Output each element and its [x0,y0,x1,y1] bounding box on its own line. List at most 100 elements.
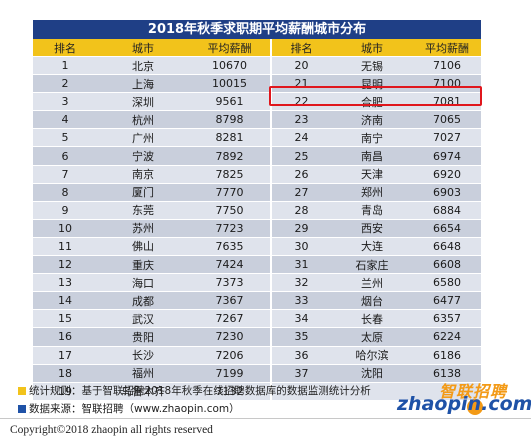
table-row: 7 南京 7825 26 天津 6920 [33,165,481,184]
rank-cell: 20 [270,56,331,76]
city-cell: 重庆 [97,255,189,275]
table-row: 10 苏州 7723 29 西安 6654 [33,219,481,238]
salary-cell: 10015 [189,74,271,94]
salary-cell: 7100 [413,74,481,94]
rank-cell: 31 [270,255,331,275]
column-header-rank: 排名 [270,39,331,57]
city-cell: 宁波 [97,146,189,166]
city-cell: 南宁 [331,128,413,148]
rank-cell: 2 [33,74,97,94]
salary-cell: 7825 [189,165,271,184]
note-rule: 统计规则：基于智联招聘2018年秋季在线招聘数据库的数据监测统计分析 [18,383,371,398]
salary-cell: 6186 [413,346,481,365]
rank-cell: 10 [33,219,97,238]
salary-cell: 6884 [413,201,481,220]
logo-cn-text: 智联招聘 [438,382,507,401]
table-row: 13 海口 7373 32 兰州 6580 [33,273,481,293]
salary-cell: 6920 [413,165,481,184]
table-row: 14 成都 7367 33 烟台 6477 [33,291,481,311]
salary-cell: 10670 [189,56,271,76]
salary-cell: 6654 [413,219,481,238]
city-cell: 长沙 [97,346,189,365]
rank-cell: 8 [33,183,97,202]
rank-cell: 29 [270,219,331,238]
city-cell: 成都 [97,291,189,311]
city-cell: 无锡 [331,56,413,76]
rank-cell: 26 [270,165,331,184]
rank-cell: 7 [33,165,97,184]
salary-cell: 7373 [189,273,271,293]
salary-cell: 7199 [189,364,271,383]
table-row: 6 宁波 7892 25 南昌 6974 [33,146,481,166]
logo-en-text: zhaopin.com [397,393,531,415]
city-cell: 东莞 [97,201,189,220]
salary-cell: 6357 [413,309,481,329]
city-cell: 石家庄 [331,255,413,275]
table-row: 11 佛山 7635 30 大连 6648 [33,237,481,257]
salary-cell: 6608 [413,255,481,275]
city-cell: 长春 [331,309,413,329]
column-header-salary: 平均薪酬 [189,39,271,57]
city-cell: 天津 [331,165,413,184]
city-cell: 沈阳 [331,364,413,383]
rank-cell: 4 [33,110,97,130]
city-cell: 兰州 [331,273,413,293]
rank-cell: 33 [270,291,331,311]
city-cell: 西安 [331,219,413,238]
salary-cell: 9561 [189,92,271,112]
city-cell: 深圳 [97,92,189,112]
city-cell: 郑州 [331,183,413,202]
salary-cell: 6974 [413,146,481,166]
rank-cell: 22 [270,92,331,112]
city-cell: 厦门 [97,183,189,202]
rank-cell: 34 [270,309,331,329]
rank-cell: 9 [33,201,97,220]
column-header-city: 城市 [97,39,189,57]
note-source-text: 数据来源：智联招聘（www.zhaopin.com） [29,403,240,415]
city-cell: 佛山 [97,237,189,257]
column-header-city: 城市 [331,39,413,57]
rank-cell: 6 [33,146,97,166]
salary-cell: 7367 [189,291,271,311]
column-header-salary: 平均薪酬 [413,39,481,57]
logo-dot-icon [467,399,483,415]
city-cell: 北京 [97,56,189,76]
city-cell: 福州 [97,364,189,383]
table-title: 2018年秋季求职期平均薪酬城市分布 [33,20,481,39]
salary-cell [413,382,481,401]
rank-cell: 16 [33,327,97,347]
city-cell: 大连 [331,237,413,257]
rank-cell: 24 [270,128,331,148]
table-row: 8 厦门 7770 27 郑州 6903 [33,183,481,202]
rank-cell: 11 [33,237,97,257]
note-source: 数据来源：智联招聘（www.zhaopin.com） [18,401,240,416]
city-cell: 太原 [331,327,413,347]
city-cell: 海口 [97,273,189,293]
city-cell: 哈尔滨 [331,346,413,365]
salary-cell: 7424 [189,255,271,275]
rank-cell: 14 [33,291,97,311]
salary-cell: 7230 [189,327,271,347]
salary-cell: 7081 [413,92,481,112]
table-row: 4 杭州 8798 23 济南 7065 [33,110,481,130]
table-header-row: 排名 城市 平均薪酬 排名 城市 平均薪酬 [33,39,481,57]
salary-cell: 7206 [189,346,271,365]
salary-cell: 6648 [413,237,481,257]
rank-cell: 37 [270,364,331,383]
rank-cell: 19 [33,382,97,401]
rank-cell: 27 [270,183,331,202]
salary-cell: 7106 [413,56,481,76]
note-rule-text: 统计规则：基于智联招聘2018年秋季在线招聘数据库的数据监测统计分析 [29,385,371,397]
rank-cell: 35 [270,327,331,347]
table-row: 15 武汉 7267 34 长春 6357 [33,309,481,329]
table-row: 18 福州 7199 37 沈阳 6138 [33,364,481,383]
rank-cell: 17 [33,346,97,365]
table-row: 5 广州 8281 24 南宁 7027 [33,128,481,148]
yellow-square-icon [18,386,26,395]
salary-cell: 6138 [413,364,481,383]
rank-cell: 36 [270,346,331,365]
rank-cell: 1 [33,56,97,76]
city-cell: 苏州 [97,219,189,238]
copyright-text: Copyright©2018 zhaopin all rights reserv… [10,424,213,436]
salary-cell: 7892 [189,146,271,166]
